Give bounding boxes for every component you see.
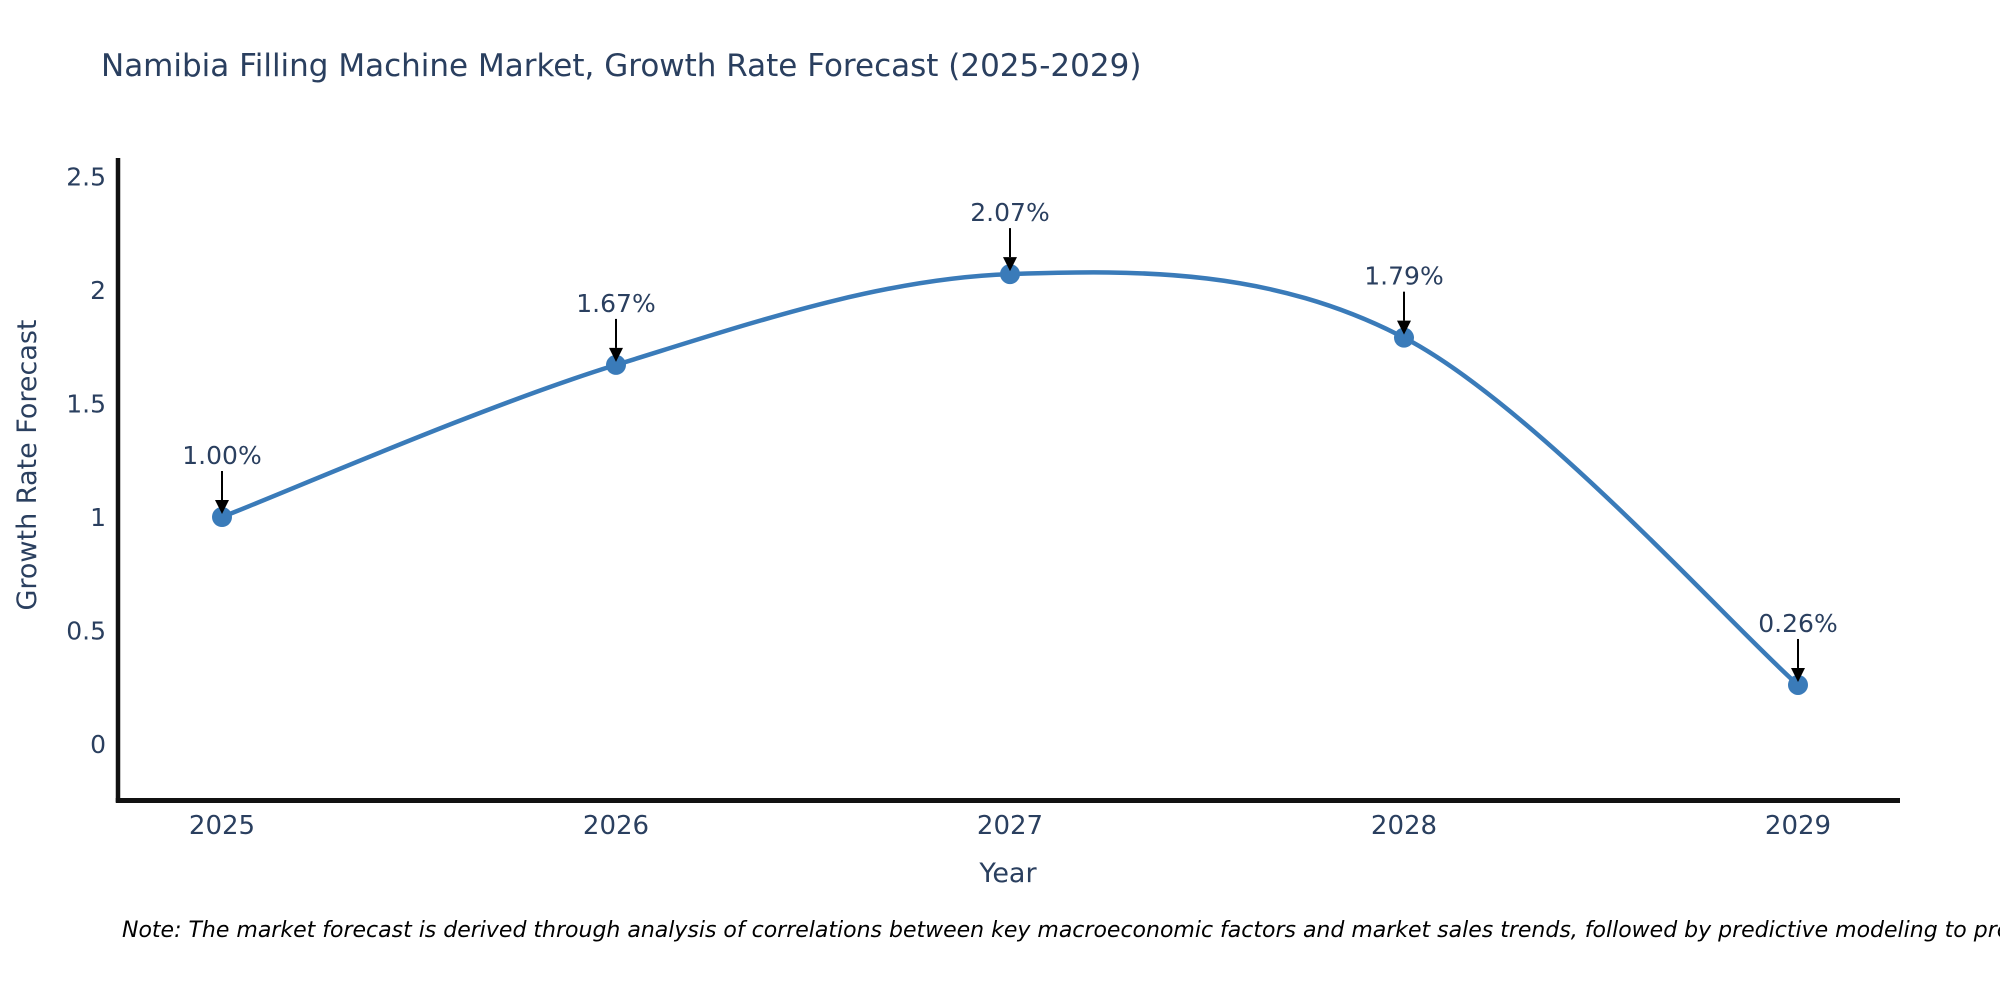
y-tick-label: 0 [90, 730, 106, 759]
data-point-marker[interactable] [1394, 327, 1414, 348]
data-point-marker[interactable] [212, 507, 232, 527]
y-tick-label: 2 [90, 276, 106, 305]
footnote: Note: The market forecast is derived thr… [122, 918, 2000, 943]
data-point-marker[interactable] [1788, 674, 1808, 695]
y-tick-label: 2.5 [66, 163, 106, 192]
data-point-marker[interactable] [606, 354, 626, 375]
annotation-arrowhead [1791, 667, 1805, 682]
point-annotations: 1.00% 1.67% 2.07% 1.79% 0.26% [182, 198, 1838, 682]
x-tick-label: 2026 [583, 811, 649, 841]
y-tick-label: 0.5 [66, 617, 106, 646]
annotation-arrowhead [1397, 320, 1411, 335]
y-tick-label: 1.5 [66, 390, 106, 419]
axis-tick-labels: 0 0.5 1 1.5 2 2.5 2025 2026 2027 2028 2029 [66, 163, 1831, 842]
y-tick-label: 1 [90, 503, 106, 532]
forecast-line [219, 270, 1801, 688]
annotation-arrowhead [215, 500, 229, 514]
x-tick-label: 2029 [1765, 811, 1831, 841]
annotation-label: 1.67% [576, 289, 655, 318]
annotation-label: 1.79% [1364, 262, 1443, 291]
annotation-label: 0.26% [1758, 609, 1837, 638]
y-axis-title: Growth Rate Forecast [12, 319, 43, 610]
x-tick-label: 2027 [977, 811, 1043, 841]
forecast-series [212, 264, 1808, 695]
x-tick-label: 2025 [189, 811, 255, 841]
x-axis-title: Year [978, 858, 1037, 889]
annotation-label: 1.00% [182, 441, 261, 470]
x-tick-label: 2028 [1371, 811, 1437, 841]
annotation-label: 2.07% [970, 198, 1049, 227]
chart-title: Namibia Filling Machine Market, Growth R… [101, 48, 1142, 84]
annotation-arrowhead [1003, 257, 1017, 272]
annotation-arrowhead [609, 347, 623, 362]
data-point-marker[interactable] [1000, 264, 1020, 285]
